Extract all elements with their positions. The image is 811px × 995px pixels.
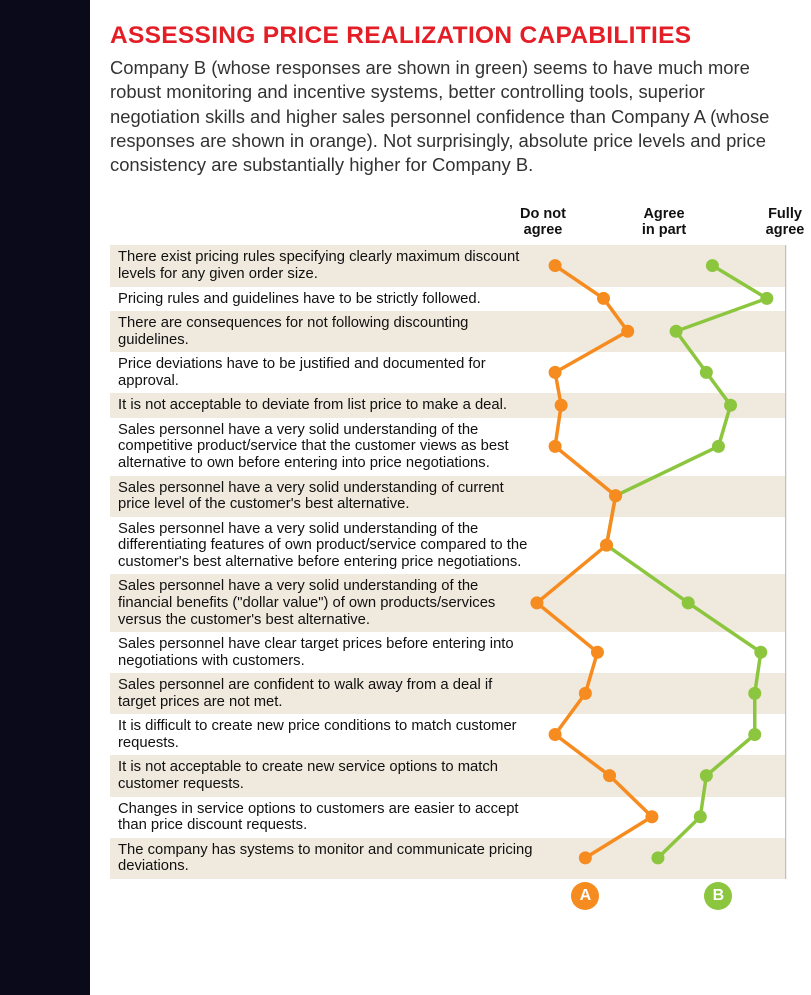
row-statement-label: The company has systems to monitor and c… xyxy=(110,838,543,879)
content-area: ASSESSING PRICE REALIZATION CAPABILITIES… xyxy=(90,0,811,995)
table-row: There exist pricing rules specifying cle… xyxy=(110,245,785,286)
legend-badge-a: A xyxy=(571,882,599,910)
row-statement-label: It is not acceptable to create new servi… xyxy=(110,755,543,796)
row-statement-label: Changes in service options to customers … xyxy=(110,797,543,838)
axis-label-line2: agree xyxy=(524,222,563,238)
page-title: ASSESSING PRICE REALIZATION CAPABILITIES xyxy=(110,22,785,50)
chart-axis-header: Do notagreeAgreein partFullyagree xyxy=(543,205,785,245)
row-statement-label: Price deviations have to be justified an… xyxy=(110,352,543,393)
legend-badge-b: B xyxy=(704,882,732,910)
table-row: The company has systems to monitor and c… xyxy=(110,838,785,879)
row-plot-area xyxy=(543,574,785,632)
axis-label-line1: Agree xyxy=(643,206,684,222)
row-plot-area xyxy=(543,418,785,476)
table-row: It is not acceptable to deviate from lis… xyxy=(110,393,785,418)
row-plot-area xyxy=(543,352,785,393)
table-row: Sales personnel have a very solid unders… xyxy=(110,574,785,632)
row-plot-area xyxy=(543,632,785,673)
row-plot-area xyxy=(543,476,785,517)
table-row: Changes in service options to customers … xyxy=(110,797,785,838)
chart-legend-row: AB xyxy=(110,879,785,913)
axis-label: Do notagree xyxy=(520,207,566,239)
axis-label-line2: agree xyxy=(766,222,805,238)
table-row: Pricing rules and guidelines have to be … xyxy=(110,287,785,312)
chart-rows: There exist pricing rules specifying cle… xyxy=(110,245,785,878)
row-plot-area xyxy=(543,245,785,286)
row-plot-area xyxy=(543,311,785,352)
table-row: Sales personnel are confident to walk aw… xyxy=(110,673,785,714)
row-plot-area xyxy=(543,673,785,714)
row-plot-area xyxy=(543,517,785,575)
table-row: Sales personnel have a very solid unders… xyxy=(110,476,785,517)
row-statement-label: Pricing rules and guidelines have to be … xyxy=(110,287,543,312)
row-plot-area xyxy=(543,287,785,312)
table-row: Sales personnel have clear target prices… xyxy=(110,632,785,673)
row-statement-label: There are consequences for not following… xyxy=(110,311,543,352)
table-row: It is difficult to create new price cond… xyxy=(110,714,785,755)
row-statement-label: Sales personnel have a very solid unders… xyxy=(110,476,543,517)
axis-label-line1: Do not xyxy=(520,206,566,222)
axis-label-line2: in part xyxy=(642,222,686,238)
left-sidebar-stripe xyxy=(0,0,90,995)
row-statement-label: Sales personnel have a very solid unders… xyxy=(110,418,543,476)
page: ASSESSING PRICE REALIZATION CAPABILITIES… xyxy=(0,0,811,995)
row-plot-area xyxy=(543,755,785,796)
row-plot-area xyxy=(543,393,785,418)
axis-label: Fullyagree xyxy=(766,207,805,239)
row-statement-label: Sales personnel are confident to walk aw… xyxy=(110,673,543,714)
row-statement-label: It is not acceptable to deviate from lis… xyxy=(110,393,543,418)
chart-header-spacer xyxy=(110,205,543,245)
row-statement-label: Sales personnel have a very solid unders… xyxy=(110,574,543,632)
axis-label-line1: Fully xyxy=(768,206,802,222)
row-plot-area xyxy=(543,797,785,838)
row-plot-area xyxy=(543,714,785,755)
table-row: Price deviations have to be justified an… xyxy=(110,352,785,393)
axis-label: Agreein part xyxy=(642,207,686,239)
row-statement-label: There exist pricing rules specifying cle… xyxy=(110,245,543,286)
table-row: Sales personnel have a very solid unders… xyxy=(110,418,785,476)
row-statement-label: It is difficult to create new price cond… xyxy=(110,714,543,755)
row-plot-area xyxy=(543,838,785,879)
table-row: Sales personnel have a very solid unders… xyxy=(110,517,785,575)
chart-header-row: Do notagreeAgreein partFullyagree xyxy=(110,205,785,245)
chart-legend-area: AB xyxy=(543,879,785,913)
table-row: It is not acceptable to create new servi… xyxy=(110,755,785,796)
table-row: There are consequences for not following… xyxy=(110,311,785,352)
chart-legend-spacer xyxy=(110,879,543,913)
row-statement-label: Sales personnel have a very solid unders… xyxy=(110,517,543,575)
row-statement-label: Sales personnel have clear target prices… xyxy=(110,632,543,673)
intro-paragraph: Company B (whose responses are shown in … xyxy=(110,56,785,177)
comparison-chart: Do notagreeAgreein partFullyagree There … xyxy=(110,205,785,912)
